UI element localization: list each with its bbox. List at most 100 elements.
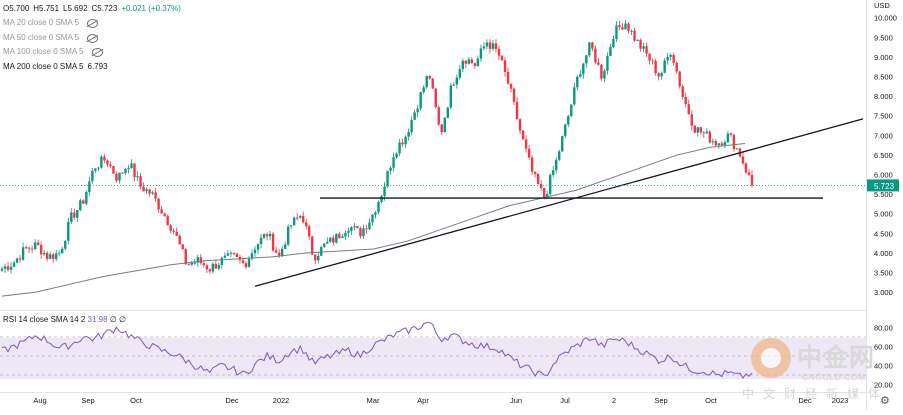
candle-body [21, 247, 25, 260]
overlay-layer: 5.723 [0, 118, 899, 297]
candle-body [61, 248, 64, 254]
candle-body [268, 233, 272, 237]
rsi-tick-label: 80.00 [874, 324, 893, 333]
candle-body [24, 247, 28, 249]
candle-body [419, 92, 422, 109]
candle-body [687, 104, 690, 115]
candle-body [470, 59, 474, 64]
candle-body [368, 222, 371, 230]
candle-body [645, 46, 648, 54]
candle-body [115, 173, 118, 181]
hidden-eye-icon[interactable] [87, 19, 99, 29]
watermark: 中金网 CNGOLD.COM 中文财经新媒体 [742, 335, 895, 410]
ohlc-change: +0.021 (+0.37%) [121, 4, 181, 13]
candle-body [45, 252, 49, 259]
candle-body [618, 25, 621, 28]
candle-body [12, 262, 16, 267]
candle-body [389, 167, 392, 171]
candle-body [461, 60, 465, 70]
candle-body [410, 119, 413, 133]
candle-body [289, 225, 293, 227]
candle-body [142, 186, 145, 192]
ma200-line [1, 142, 746, 297]
candle-body [648, 53, 651, 61]
candle-body [615, 25, 618, 40]
indicator-value: 6.793 [87, 61, 108, 71]
candle-body [292, 217, 296, 226]
candle-body [530, 157, 534, 172]
candle-body [684, 97, 687, 105]
candle-body [548, 174, 552, 194]
rsi-line [1, 322, 753, 379]
candle-body [127, 167, 130, 170]
indicator-ma50[interactable]: MA 50 close 0 SMA 5 [3, 31, 181, 45]
candle-body [226, 253, 230, 256]
price-tick-label: 5.000 [874, 210, 893, 219]
candle-body [747, 172, 751, 175]
candle-body [524, 139, 528, 149]
candle-body [332, 237, 335, 243]
hidden-eye-icon[interactable] [91, 47, 103, 57]
candle-body [413, 112, 416, 120]
rsi-tick-label: 60.00 [874, 343, 893, 352]
candle-body [175, 231, 178, 236]
candle-body [485, 42, 489, 47]
time-tick-label: 2022 [273, 396, 290, 405]
candle-body [723, 142, 727, 146]
candle-body [735, 148, 739, 150]
candle-body [295, 217, 299, 219]
indicator-ma20[interactable]: MA 20 close 0 SMA 5 [3, 16, 181, 30]
candle-body [124, 169, 127, 174]
candle-body [305, 222, 308, 227]
candle-body [311, 236, 314, 255]
candle-body [434, 88, 437, 108]
settings-gear-icon[interactable]: ⚙ [880, 395, 890, 407]
candle-body [705, 131, 709, 134]
candle-body [497, 49, 501, 56]
candle-body [690, 114, 693, 126]
candle-body [244, 263, 248, 268]
candle-body [464, 60, 468, 64]
candle-body [157, 198, 160, 210]
candle-body [500, 55, 504, 61]
candle-body [308, 226, 311, 237]
candle-body [711, 141, 715, 143]
candle-body [133, 163, 136, 178]
time-tick-label: Sep [654, 396, 667, 405]
time-tick-label: Dec [225, 396, 239, 405]
candle-body [482, 46, 486, 49]
indicator-ma200[interactable]: MA 200 close 0 SMA 5 6.793 [3, 60, 181, 74]
price-tick-label: 3.000 [874, 288, 893, 297]
price-tick-label: 4.500 [874, 229, 893, 238]
watermark-subtitle: 中文财经新媒体 [742, 387, 890, 401]
candle-body [27, 247, 31, 249]
candle-body [184, 249, 187, 265]
indicator-ma100[interactable]: MA 100 close 0 SMA 5 [3, 45, 181, 59]
candle-body [0, 268, 4, 271]
candle-body [392, 157, 395, 168]
time-tick-label: 2023 [832, 396, 849, 405]
time-tick-label: Aug [33, 396, 46, 405]
candle-body [720, 143, 724, 146]
price-pane-bg [0, 0, 866, 310]
candle-body [539, 184, 543, 189]
candle-body [283, 244, 287, 249]
candle-body [271, 233, 275, 251]
candle-body [449, 85, 452, 108]
price-tick-label: 6.000 [874, 171, 893, 180]
candle-body [377, 201, 380, 213]
price-tick-label: 8.500 [874, 73, 893, 82]
candle-body [220, 257, 224, 265]
rsi-legend[interactable]: RSI 14 close SMA 14 2 31.98 ∅ ∅ [3, 315, 126, 324]
candle-body [473, 63, 477, 66]
candle-body [726, 133, 730, 143]
indicator-legend: O5.700 H5.751 L5.692 C5.723 +0.021 (+0.3… [3, 2, 181, 74]
hidden-eye-icon[interactable] [87, 33, 99, 43]
axis-layer: USD 3.000 3.500 4.000 4.500 5.000 5.500 6.000 6.… [33, 1, 897, 405]
candle-body [639, 39, 642, 49]
candle-body [217, 264, 221, 269]
candle-body [681, 86, 684, 98]
candle-body [374, 212, 377, 215]
candle-body [106, 160, 109, 165]
